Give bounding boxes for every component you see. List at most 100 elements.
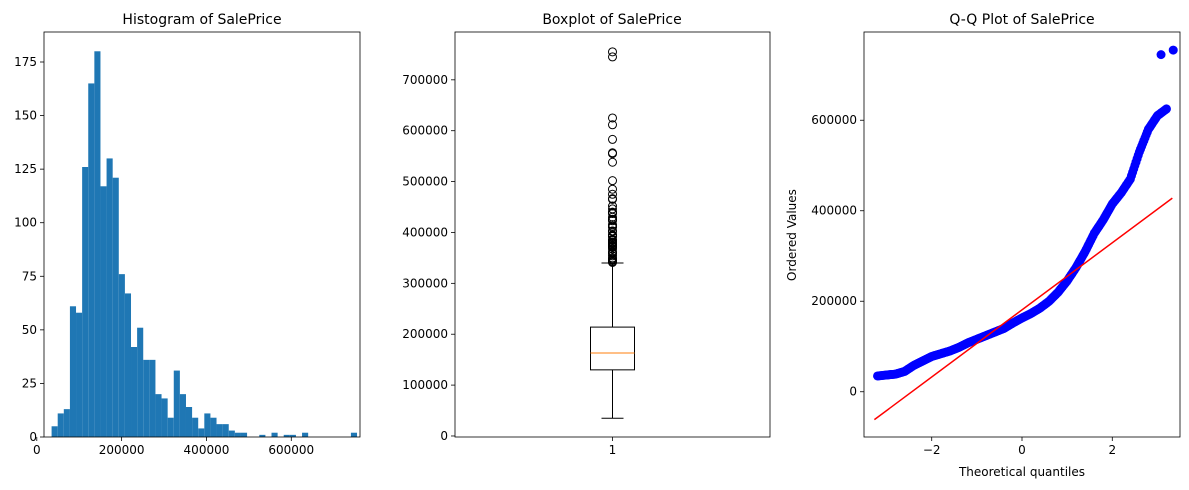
histogram-bar (143, 359, 150, 437)
histogram-frame (43, 31, 361, 438)
outlier-point (608, 134, 617, 144)
histogram-bar (271, 432, 278, 437)
histogram-bar (216, 424, 223, 437)
histogram-bar (167, 417, 174, 437)
x-tick-label: 2 (1108, 443, 1116, 457)
y-tick-label: 50 (22, 323, 37, 337)
y-tick-label: 25 (22, 376, 37, 390)
boxplot-x-axis: 1 (609, 437, 617, 457)
qq-fit-line (873, 197, 1173, 421)
x-tick-label: 0 (1018, 443, 1026, 457)
histogram-bar (228, 430, 235, 437)
boxplot-title: Boxplot of SalePrice (542, 12, 681, 28)
histogram-y-axis: 0 25 50 75 100 125 150 175 (14, 55, 44, 444)
histogram-bar (161, 398, 168, 437)
y-tick-label: 0 (440, 429, 448, 443)
y-tick-label: 75 (22, 269, 37, 283)
y-tick-label: 400000 (811, 204, 857, 218)
histogram-bar (124, 293, 132, 437)
outlier-point (608, 201, 617, 211)
histogram-bar (94, 51, 101, 438)
boxplot-y-axis: 0 100000 200000 300000 400000 500000 600000 700… (402, 73, 455, 443)
outlier-point (608, 52, 617, 62)
outlier-point (608, 204, 617, 214)
y-tick-label: 600000 (811, 113, 857, 127)
histogram-bar (179, 394, 186, 437)
histogram-bar (63, 409, 70, 437)
histogram-bar (118, 274, 125, 437)
qq-plot-panel: Q-Q Plot of SalePrice −2 0 2 0 200000 400000… (785, 12, 1181, 479)
iqr-box (590, 326, 635, 371)
histogram-bar (350, 432, 358, 437)
qq-y-axis: 0 200000 400000 600000 (811, 113, 864, 399)
boxplot-panel: Boxplot of SalePrice 1 0 100000 200000 3000… (402, 12, 771, 457)
histogram-bar (106, 158, 113, 437)
outlier-point (608, 47, 617, 57)
qq-points (873, 45, 1178, 381)
histogram-bar (198, 428, 205, 437)
outlier-point (608, 148, 617, 158)
outlier-point (608, 120, 617, 130)
qq-point (1156, 50, 1166, 60)
y-tick-label: 150 (14, 109, 37, 123)
y-tick-label: 600000 (402, 124, 448, 138)
outlier-point (608, 157, 617, 167)
y-tick-label: 0 (29, 430, 37, 444)
histogram-bar (131, 347, 138, 437)
x-tick-label: −2 (923, 443, 941, 457)
y-tick-label: 100 (14, 216, 37, 230)
outlier-point (608, 113, 617, 123)
histogram-bar (259, 434, 266, 437)
y-tick-label: 0 (849, 385, 857, 399)
histogram-bar (57, 413, 64, 437)
histogram-bar (173, 370, 180, 437)
histogram-bar (222, 424, 229, 437)
y-tick-label: 200000 (402, 327, 448, 341)
y-tick-label: 175 (14, 55, 37, 69)
outlier-point (608, 251, 617, 261)
histogram-bar (100, 186, 107, 437)
y-tick-label: 400000 (402, 225, 448, 239)
x-tick-label: 200000 (99, 443, 145, 457)
histogram-bar (137, 327, 144, 437)
y-tick-label: 500000 (402, 175, 448, 189)
histogram-bar (155, 394, 162, 437)
x-tick-label: 0 (33, 443, 41, 457)
y-tick-label: 700000 (402, 73, 448, 87)
qq-point (1161, 104, 1171, 114)
boxplot-marks (590, 47, 635, 419)
histogram-bar (51, 426, 58, 437)
x-tick-label: 600000 (268, 443, 314, 457)
y-tick-label: 125 (14, 162, 37, 176)
histogram-bar (185, 407, 193, 437)
histogram-bar (302, 432, 309, 437)
boxplot-frame (454, 31, 771, 438)
qq-plot-title: Q-Q Plot of SalePrice (949, 12, 1094, 28)
x-tick-label: 1 (609, 443, 617, 457)
qq-plot-frame (863, 31, 1181, 438)
outlier-point (608, 226, 617, 236)
histogram-bar (149, 359, 156, 437)
qq-x-axis: −2 0 2 (923, 437, 1116, 457)
outlier-point (608, 207, 617, 217)
qq-point (1168, 45, 1178, 55)
histogram-bar (82, 167, 89, 437)
histogram-bar (283, 434, 290, 437)
outlier-point (608, 184, 617, 194)
histogram-panel: Histogram of SalePrice 0 200000 400000 6000… (14, 12, 361, 457)
histogram-bars (51, 51, 358, 438)
outlier-point (608, 189, 617, 199)
x-tick-label: 400000 (184, 443, 230, 457)
y-tick-label: 200000 (811, 294, 857, 308)
qq-x-axis-label: Theoretical quantiles (958, 465, 1085, 479)
y-tick-label: 100000 (402, 378, 448, 392)
outlier-point (608, 176, 617, 186)
outlier-point (608, 220, 617, 230)
histogram-bar (204, 413, 211, 437)
qq-y-axis-label: Ordered Values (785, 189, 799, 281)
histogram-bar (210, 417, 217, 437)
histogram-bar (289, 434, 296, 437)
outlier-point (608, 194, 617, 204)
